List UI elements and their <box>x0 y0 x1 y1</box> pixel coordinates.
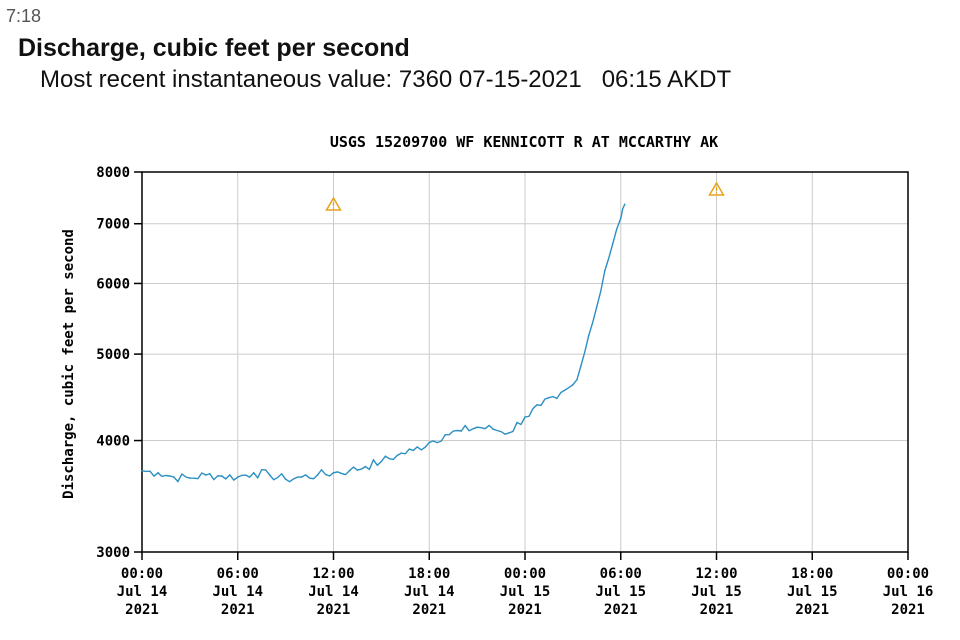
data-point <box>348 469 351 472</box>
x-tick-label-time: 06:00 <box>217 566 259 582</box>
x-tick-label-date: Jul 14 <box>308 584 359 600</box>
x-tick-label-date: Jul 15 <box>787 584 838 600</box>
plot-border <box>141 171 909 553</box>
data-point <box>396 454 399 457</box>
x-tick-label-year: 2021 <box>604 602 638 618</box>
x-tick-label-date: Jul 16 <box>883 584 934 600</box>
x-tick-label-time: 00:00 <box>121 566 163 582</box>
x-tick-label-date: Jul 14 <box>404 584 455 600</box>
data-point <box>540 404 542 407</box>
warning-dot <box>715 192 718 194</box>
data-point <box>492 428 494 430</box>
x-tick-label-date: Jul 15 <box>500 584 551 600</box>
x-tick-label-date: Jul 14 <box>212 584 263 600</box>
x-tick-label-date: Jul 15 <box>595 584 646 600</box>
data-point <box>252 472 255 474</box>
data-point <box>619 217 622 220</box>
data-point <box>556 397 558 400</box>
data-point <box>284 478 287 481</box>
data-point <box>623 203 626 206</box>
y-axis-label: Discharge, cubic feet per second <box>61 229 77 499</box>
data-point <box>189 477 191 479</box>
data-point <box>380 460 383 463</box>
data-point <box>412 449 415 452</box>
x-tick-label-time: 06:00 <box>600 566 642 582</box>
data-point <box>157 472 159 474</box>
grid-layer <box>142 171 908 553</box>
x-tick-label-date: Jul 15 <box>691 584 742 600</box>
chart-title: USGS 15209700 WF KENNICOTT R AT MCCARTHY… <box>330 133 718 151</box>
x-tick-label-year: 2021 <box>891 602 925 618</box>
x-tick-label-year: 2021 <box>125 602 159 618</box>
y-tick-label: 6000 <box>96 276 130 292</box>
x-tick-label-time: 12:00 <box>695 566 737 582</box>
data-point <box>236 476 239 478</box>
data-point <box>596 305 598 308</box>
recent-value-text: Most recent instantaneous value: 7360 07… <box>40 66 732 93</box>
x-tick-label-time: 18:00 <box>408 566 450 582</box>
data-point <box>428 441 431 444</box>
y-tick-label: 7000 <box>96 217 130 233</box>
data-point <box>173 476 175 478</box>
x-tick-label-year: 2021 <box>795 602 829 618</box>
x-tick-label-year: 2021 <box>700 602 734 618</box>
marker-layer <box>325 181 725 211</box>
x-tick-label-year: 2021 <box>508 602 542 618</box>
data-point <box>220 475 223 477</box>
data-point <box>268 474 271 476</box>
y-tick-label: 8000 <box>96 165 130 181</box>
data-point <box>364 465 367 468</box>
discharge-chart: USGS 15209700 WF KENNICOTT R AT MCCARTHY… <box>61 133 933 618</box>
x-tick-label-year: 2021 <box>412 602 446 618</box>
data-point <box>588 334 590 336</box>
x-tick-label-time: 00:00 <box>887 566 929 582</box>
x-tick-label-date: Jul 14 <box>117 584 168 600</box>
data-point <box>476 426 478 429</box>
data-point <box>460 430 462 432</box>
data-point <box>572 383 574 386</box>
status-time: 7:18 <box>6 6 42 26</box>
x-tick-label-time: 18:00 <box>791 566 833 582</box>
data-point <box>332 472 335 474</box>
data-point <box>524 416 526 418</box>
chart-container: USGS 15209700 WF KENNICOTT R AT MCCARTHY… <box>0 120 960 635</box>
discharge-series-line <box>141 204 626 483</box>
data-point <box>300 476 303 478</box>
data-point <box>141 469 143 472</box>
data-point <box>508 432 510 434</box>
page-title: Discharge, cubic feet per second <box>18 34 410 62</box>
warning-triangle-outline <box>708 181 725 196</box>
data-point <box>316 474 319 476</box>
y-tick-label: 4000 <box>96 434 130 450</box>
data-point <box>444 433 447 436</box>
x-tick-label-year: 2021 <box>317 602 351 618</box>
data-point <box>580 365 582 367</box>
data-point <box>611 242 614 245</box>
series-layer <box>141 203 626 483</box>
x-tick-label-time: 12:00 <box>312 566 354 582</box>
warning-dot <box>332 207 335 209</box>
warning-triangle-icon <box>325 196 342 211</box>
y-tick-label: 3000 <box>96 545 130 561</box>
data-point <box>205 474 207 476</box>
axis-layer: 3000 4000 5000 6000 7000 8000 00:00 Jul 14 2021 0… <box>96 165 933 618</box>
x-tick-label-time: 00:00 <box>504 566 546 582</box>
warning-triangle-icon <box>708 181 725 196</box>
x-tick-label-year: 2021 <box>221 602 255 618</box>
data-point <box>603 269 606 272</box>
y-tick-label: 5000 <box>96 347 130 363</box>
warning-triangle-outline <box>325 196 342 211</box>
